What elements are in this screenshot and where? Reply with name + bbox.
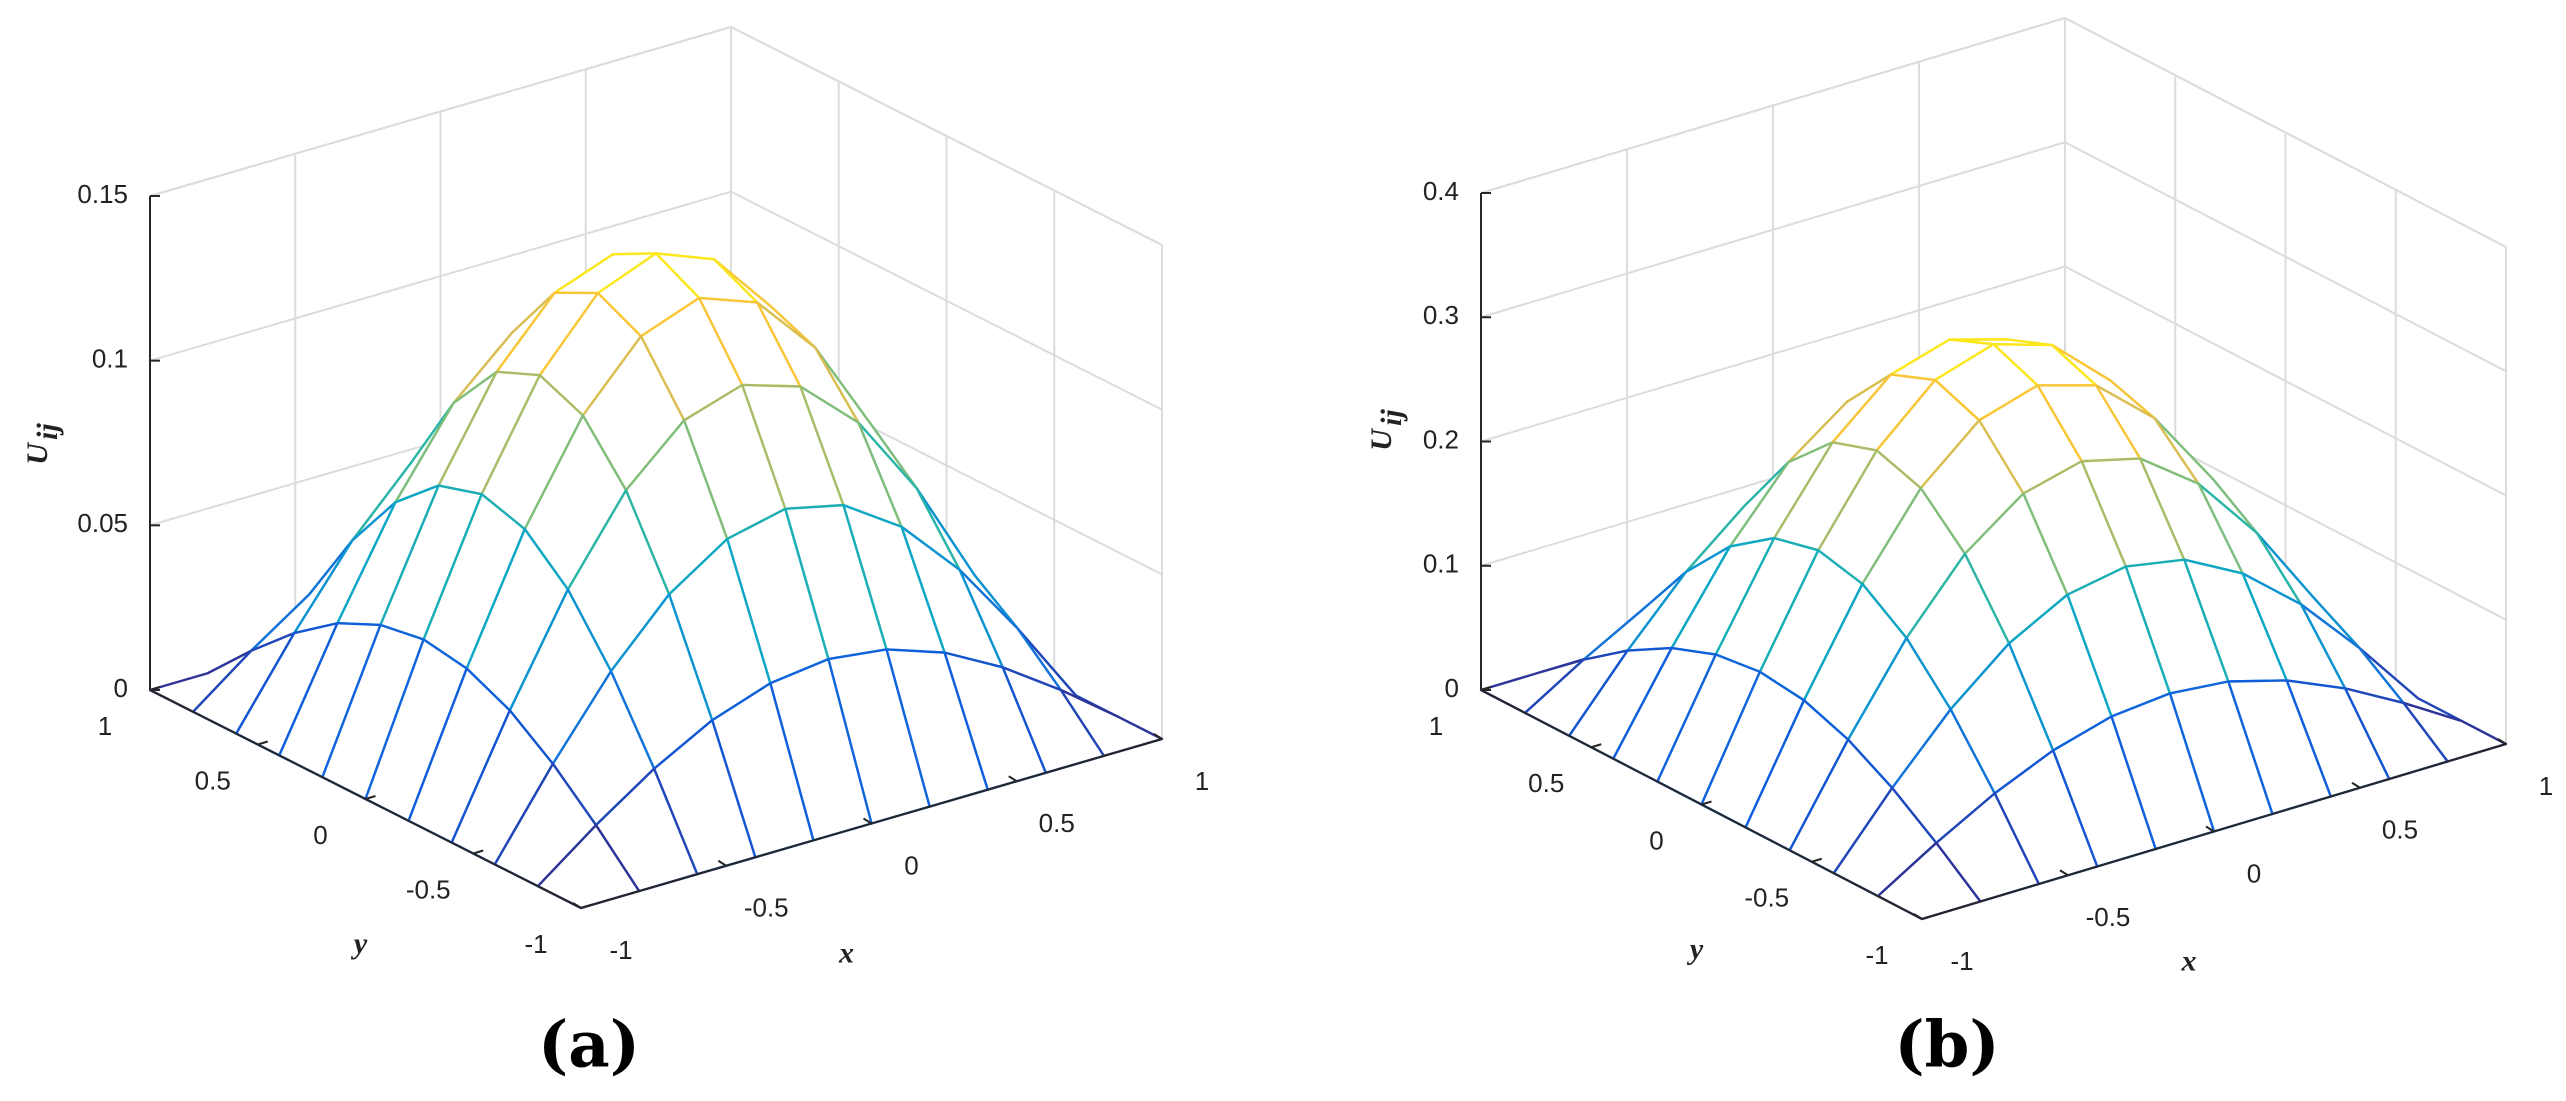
x-axis-label: x [838,936,854,969]
x-tick-label: 1 [2539,771,2553,801]
x-tick [2497,738,2507,745]
y-tick [1701,800,1712,806]
x-tick-label: -1 [1950,946,1973,976]
grid-line [149,190,732,362]
z-axis-label: Uij [21,423,64,465]
y-tick [365,795,376,800]
x-tick-label: 0 [2247,858,2261,888]
grid-line [730,190,1163,411]
z-axis-label: Uij [1365,409,1408,451]
x-tick [572,902,582,909]
z-tick-label: 0.1 [1423,549,1459,579]
y-tick-label: 0.5 [195,765,231,795]
y-axis-label: y [351,927,368,960]
x-tick-label: 0.5 [1039,808,1075,838]
z-axis-label-base: U [1365,428,1398,451]
x-tick-label: 0.5 [2382,815,2418,845]
y-tick [580,904,592,909]
y-tick-label: 1 [1429,711,1443,741]
z-axis-label-sub: ij [1375,409,1408,426]
x-tick [2205,825,2215,833]
x-tick-label: 1 [1195,766,1209,796]
x-tick-label: 0 [904,850,918,880]
y-tick [149,686,161,691]
z-tick-label: 0.05 [77,508,128,538]
y-tick [1811,857,1823,863]
z-tick-label: 0 [1445,673,1459,703]
y-axis-label: y [1687,932,1704,965]
y-tick [257,740,269,746]
y-tick [1590,743,1602,749]
x-tick-label: -0.5 [744,893,789,923]
x-axis-label: x [2181,944,2197,977]
z-tick-label: 0.15 [77,179,128,209]
y-tick-label: 1 [98,711,112,741]
x-tick [2351,781,2361,789]
z-tick-label: 0.4 [1423,176,1459,206]
y-tick-label: -1 [524,929,547,959]
x-tick-label: -0.5 [2086,902,2131,932]
panel-label: (a) [538,1008,640,1083]
y-tick-label: 0 [313,820,327,850]
grid-line [1480,265,2066,443]
z-tick-label: 0.3 [1423,300,1459,330]
x-tick [1008,775,1018,783]
z-axis-label-sub: ij [31,423,64,440]
grid-line [1480,141,2066,319]
y-tick-label: 0.5 [1528,768,1564,798]
z-tick-label: 0.2 [1423,424,1459,454]
z-axis-label-base: U [21,442,54,465]
grid-line [2064,141,2507,373]
grid-line [1480,17,2066,194]
grid-line [2064,265,2507,497]
z-tick-label: 0.1 [92,344,128,374]
y-tick [1480,686,1492,691]
y-tick-label: -1 [1865,940,1888,970]
x-tick [1153,733,1163,740]
z-tick-label: 0 [114,673,128,703]
grid-line [2064,17,2507,248]
y-tick [472,849,484,855]
y-tick-label: -0.5 [1744,883,1789,913]
x-tick [717,859,727,867]
y-tick-label: 0 [1649,825,1663,855]
panel-label: (b) [1894,1008,1999,1083]
x-tick [862,817,873,825]
grid-line [730,26,1163,246]
x-tick [1913,913,1923,920]
y-tick-label: -0.5 [406,874,451,904]
grid-line [149,26,732,197]
x-tick [2059,869,2069,877]
y-tick [1921,915,1933,920]
x-tick-label: -1 [609,935,632,965]
